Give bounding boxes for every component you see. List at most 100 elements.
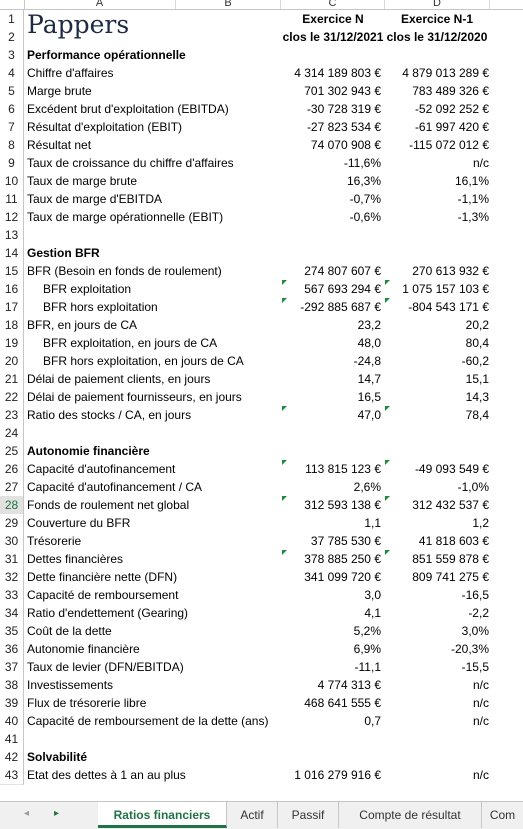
row-label[interactable]: Délai de paiement fournisseurs, en jours <box>27 390 242 404</box>
row-number[interactable]: 36 <box>0 640 24 659</box>
row-label[interactable]: BFR hors exploitation, en jours de CA <box>43 354 244 368</box>
value-exercice-n[interactable]: 5,2% <box>353 624 381 638</box>
value-exercice-n[interactable] <box>282 748 383 766</box>
tab-passif[interactable]: Passif <box>278 802 339 828</box>
value-exercice-n[interactable]: 701 302 943 € <box>304 84 381 98</box>
row-number[interactable]: 32 <box>0 568 24 587</box>
value-exercice-n-1[interactable]: 20,2 <box>465 318 489 332</box>
value-exercice-n-1[interactable]: -16,5 <box>461 588 489 602</box>
value-exercice-n-1[interactable]: 312 432 537 € <box>412 498 489 512</box>
value-exercice-n-1[interactable]: n/c <box>472 156 489 170</box>
value-exercice-n-1[interactable]: -20,3% <box>450 642 489 656</box>
value-exercice-n-1[interactable]: 809 741 275 € <box>412 570 489 584</box>
row-number[interactable]: 30 <box>0 532 24 551</box>
value-exercice-n-1[interactable]: n/c <box>472 714 489 728</box>
value-exercice-n[interactable]: 48,0 <box>357 336 381 350</box>
row-label[interactable]: Taux de levier (DFN/EBITDA) <box>27 660 184 674</box>
value-exercice-n-1[interactable]: -1,3% <box>457 210 489 224</box>
tab-compte-de-resultat[interactable]: Compte de résultat <box>339 802 482 828</box>
value-exercice-n[interactable] <box>282 442 383 460</box>
row-label[interactable]: BFR, en jours de CA <box>27 318 138 332</box>
column-header-d[interactable]: D <box>385 0 490 9</box>
value-exercice-n[interactable]: 1 016 279 916 € <box>294 768 381 782</box>
row-label[interactable]: Investissements <box>27 678 114 692</box>
value-exercice-n-1[interactable]: -804 543 171 € <box>408 300 489 314</box>
row-number[interactable]: 39 <box>0 694 24 713</box>
value-exercice-n-1[interactable]: 1 075 157 103 € <box>402 282 489 296</box>
value-exercice-n[interactable]: 312 593 138 € <box>304 498 381 512</box>
row-label[interactable]: Ratio des stocks / CA, en jours <box>27 408 192 422</box>
tab-scroll-left-icon[interactable]: ◂ <box>24 808 30 819</box>
row-label[interactable]: Capacité de remboursement de la dette (a… <box>27 714 269 728</box>
value-exercice-n[interactable]: 341 099 720 € <box>304 570 381 584</box>
row-label[interactable]: Délai de paiement clients, en jours <box>27 372 211 386</box>
row-label[interactable]: Résultat d'exploitation (EBIT) <box>27 120 183 134</box>
value-exercice-n-1[interactable]: 851 559 878 € <box>412 552 489 566</box>
row-label[interactable]: Couverture du BFR <box>27 516 131 530</box>
row-number[interactable]: 43 <box>0 766 24 785</box>
value-exercice-n-1[interactable]: 783 489 326 € <box>412 84 489 98</box>
row-number[interactable]: 11 <box>0 190 24 209</box>
value-exercice-n[interactable]: 74 070 908 € <box>310 138 381 152</box>
row-number[interactable]: 6 <box>0 100 24 119</box>
value-exercice-n[interactable]: -30 728 319 € <box>306 102 381 116</box>
header-d-line1[interactable]: Exercice N-1 <box>400 12 474 26</box>
row-number[interactable]: 15 <box>0 262 24 281</box>
value-exercice-n-1[interactable]: -52 092 252 € <box>414 102 489 116</box>
row-number[interactable]: 12 <box>0 208 24 227</box>
header-c-line2[interactable]: clos le 31/12/2021 <box>282 30 384 44</box>
value-exercice-n[interactable]: 23,2 <box>357 318 381 332</box>
row-number[interactable]: 35 <box>0 622 24 641</box>
value-exercice-n-1[interactable] <box>385 46 491 64</box>
column-header-c[interactable]: C <box>281 0 385 9</box>
value-exercice-n-1[interactable]: 78,4 <box>465 408 489 422</box>
row-label[interactable]: Ratio d'endettement (Gearing) <box>27 606 189 620</box>
value-exercice-n[interactable]: 4 774 313 € <box>317 678 381 692</box>
section-heading[interactable]: Gestion BFR <box>27 246 100 260</box>
row-label[interactable]: Autonomie financière <box>27 642 140 656</box>
tab-actif[interactable]: Actif <box>227 802 278 828</box>
row-label[interactable] <box>27 226 282 244</box>
row-label[interactable]: Coût de la dette <box>27 624 112 638</box>
row-number[interactable]: 34 <box>0 604 24 623</box>
value-exercice-n[interactable] <box>282 730 383 748</box>
value-exercice-n-1[interactable] <box>385 442 491 460</box>
value-exercice-n-1[interactable]: 41 818 603 € <box>418 534 489 548</box>
value-exercice-n[interactable] <box>282 244 383 262</box>
row-number[interactable]: 1 <box>0 10 24 29</box>
row-number[interactable]: 42 <box>0 748 24 767</box>
row-label[interactable]: Capacité d'autofinancement <box>27 462 176 476</box>
row-number[interactable]: 13 <box>0 226 24 245</box>
value-exercice-n-1[interactable]: -115 072 012 € <box>409 138 489 152</box>
section-heading[interactable]: Autonomie financière <box>27 444 150 458</box>
value-exercice-n-1[interactable]: n/c <box>472 696 489 710</box>
row-label[interactable]: Capacité d'autofinancement / CA <box>27 480 203 494</box>
value-exercice-n[interactable]: 0,7 <box>364 714 381 728</box>
header-c-line1[interactable]: Exercice N <box>302 12 364 26</box>
row-label[interactable]: Capacité de remboursement <box>27 588 179 602</box>
value-exercice-n-1[interactable]: -60,2 <box>461 354 489 368</box>
value-exercice-n-1[interactable]: 4 879 013 289 € <box>402 66 489 80</box>
row-number[interactable]: 22 <box>0 388 24 407</box>
value-exercice-n[interactable]: 468 641 555 € <box>304 696 381 710</box>
value-exercice-n-1[interactable]: -1,1% <box>457 192 489 206</box>
value-exercice-n[interactable]: 1,1 <box>364 516 381 530</box>
row-label[interactable]: Flux de trésorerie libre <box>27 696 147 710</box>
row-label[interactable]: BFR exploitation <box>43 282 132 296</box>
value-exercice-n[interactable]: -24,8 <box>353 354 381 368</box>
value-exercice-n-1[interactable]: 80,4 <box>465 336 489 350</box>
header-d-line2[interactable]: clos le 31/12/2020 <box>386 30 488 44</box>
row-label[interactable]: Marge brute <box>27 84 92 98</box>
row-label[interactable]: Chiffre d'affaires <box>27 66 114 80</box>
row-label[interactable]: Etat des dettes à 1 an au plus <box>27 768 186 782</box>
row-label[interactable]: BFR hors exploitation <box>43 300 158 314</box>
row-label[interactable]: Fonds de roulement net global <box>27 498 190 512</box>
column-header-a[interactable]: A <box>24 0 176 9</box>
section-heading[interactable]: Solvabilité <box>27 750 88 764</box>
value-exercice-n-1[interactable]: 270 613 932 € <box>412 264 489 278</box>
value-exercice-n[interactable]: 16,3% <box>346 174 381 188</box>
row-number[interactable]: 21 <box>0 370 24 389</box>
row-number[interactable]: 3 <box>0 46 24 65</box>
value-exercice-n-1[interactable]: 14,3 <box>465 390 489 404</box>
row-number[interactable]: 2 <box>0 28 24 47</box>
